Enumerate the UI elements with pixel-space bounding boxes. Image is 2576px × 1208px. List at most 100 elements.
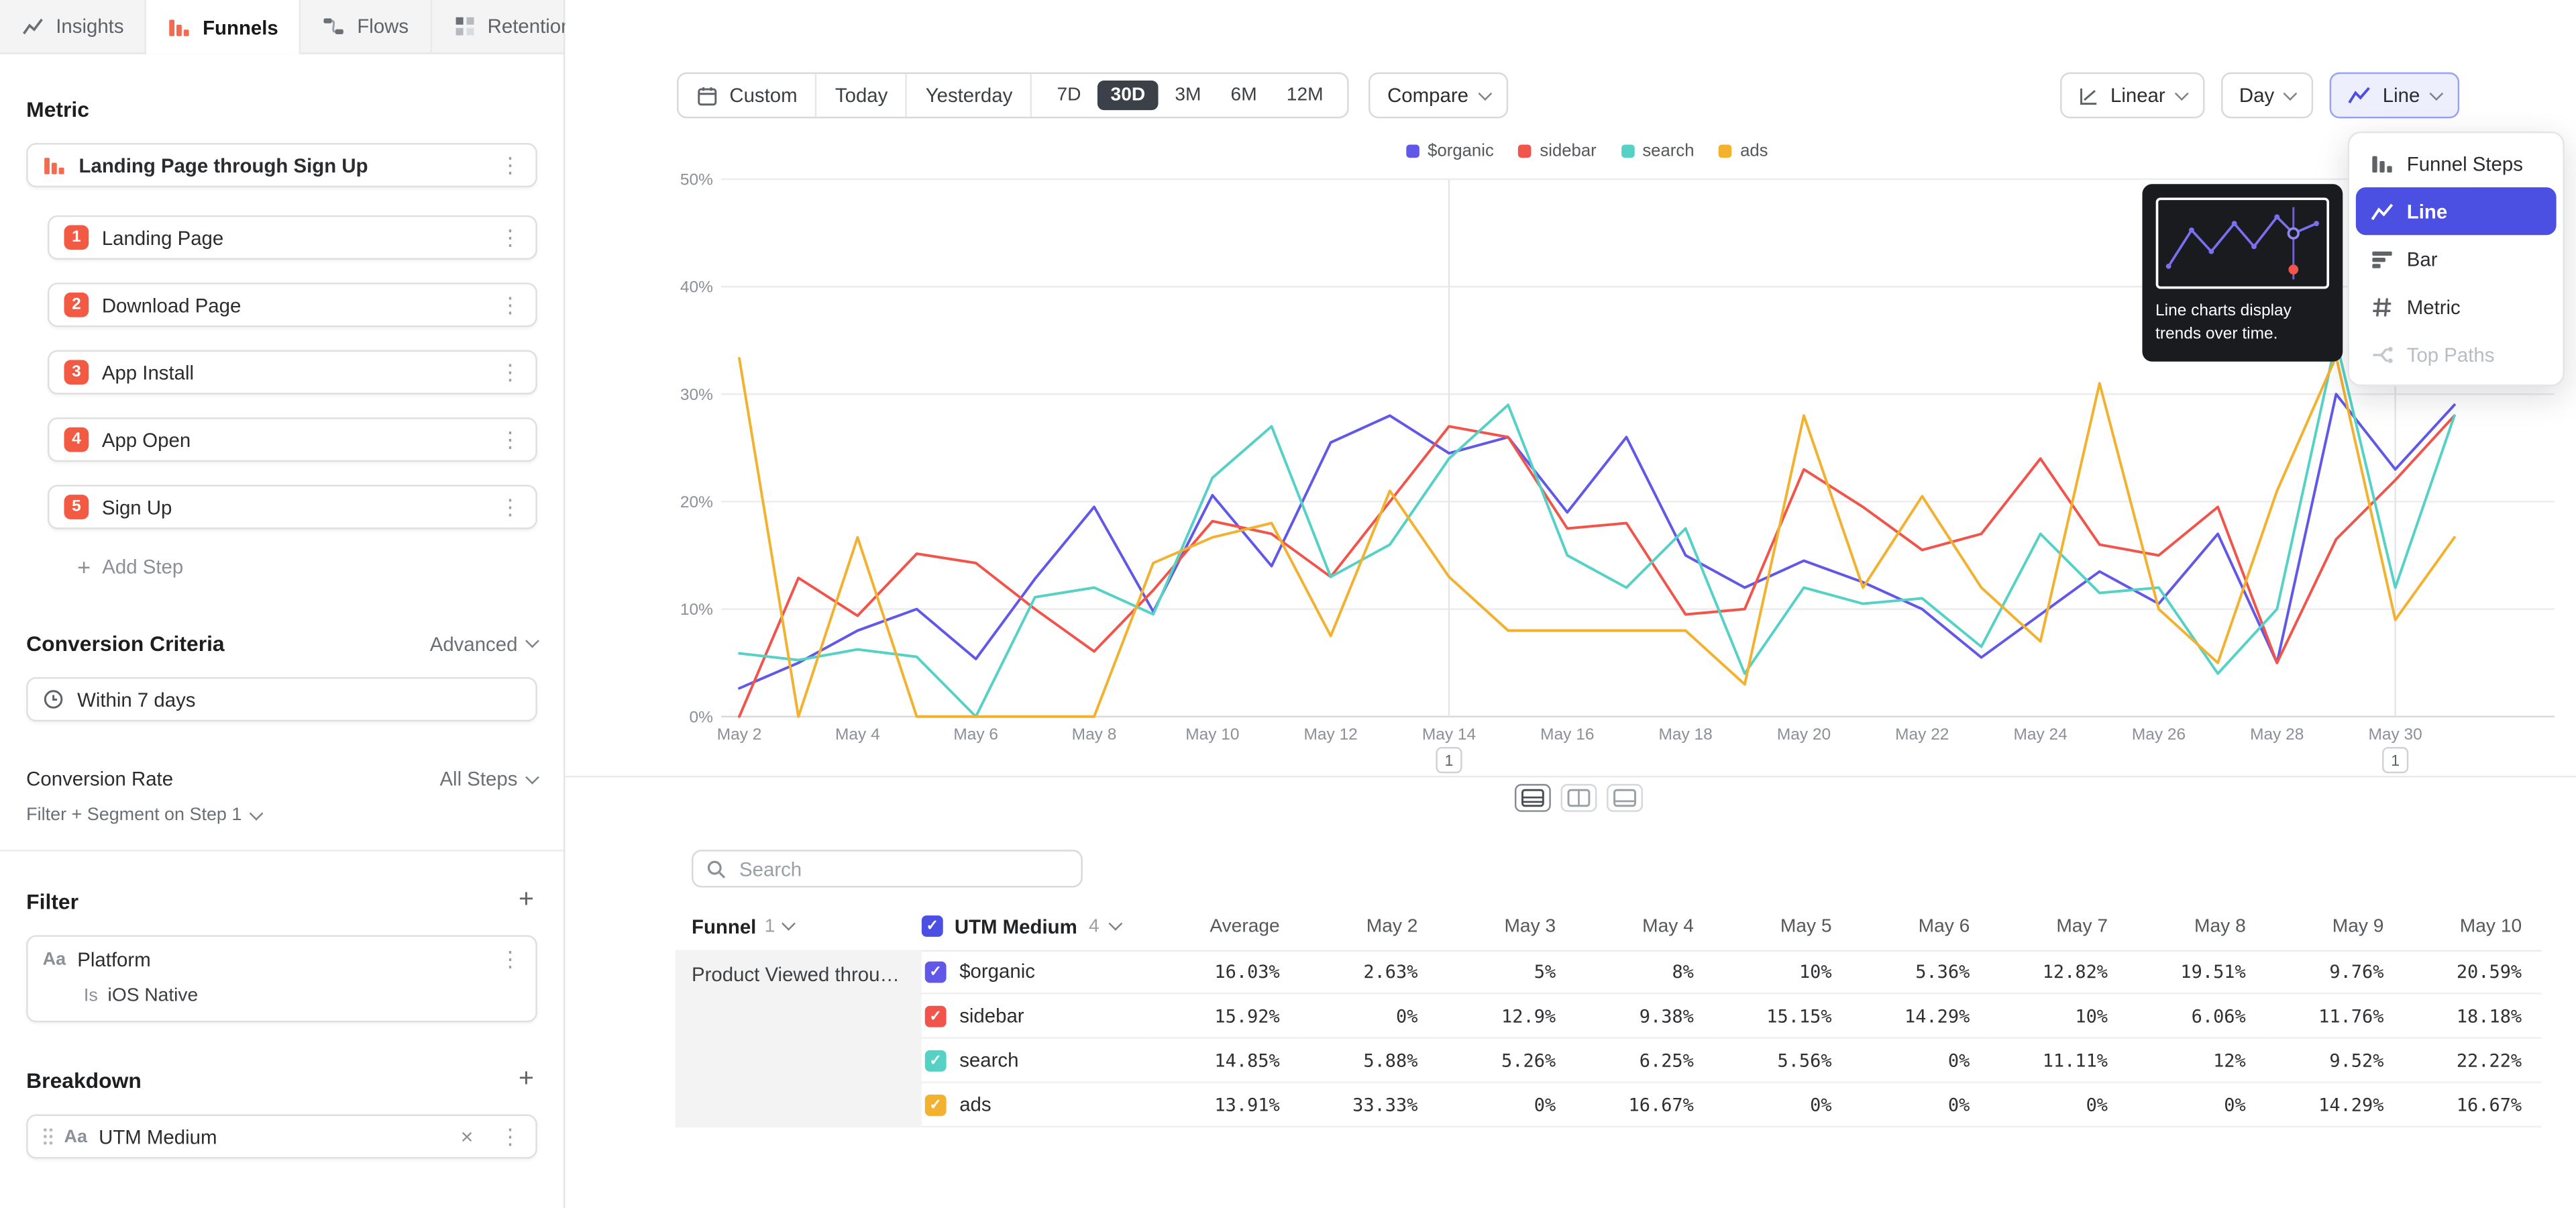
drag-handle-icon[interactable]	[43, 1127, 54, 1146]
legend-item-organic[interactable]: $organic	[1406, 142, 1493, 161]
table-cell: 10%	[1713, 950, 1851, 995]
kebab-menu-icon[interactable]: ⋮	[490, 154, 521, 176]
filter-value[interactable]: iOS Native	[108, 986, 199, 1005]
table-cell: 5.36%	[1851, 950, 1990, 995]
flows-icon	[323, 15, 345, 38]
series-row-sidebar[interactable]: sidebar	[922, 995, 1152, 1039]
funnel-step-5[interactable]: 5Sign Up⋮	[48, 485, 537, 529]
string-type-badge: Aa	[64, 1127, 87, 1146]
kebab-menu-icon[interactable]: ⋮	[490, 497, 521, 518]
funnel-step-4[interactable]: 4App Open⋮	[48, 417, 537, 462]
series-checkbox[interactable]	[925, 1050, 947, 1071]
kebab-menu-icon[interactable]: ⋮	[490, 1126, 521, 1148]
search-input[interactable]	[736, 856, 1068, 882]
table-cell: 6.25%	[1576, 1039, 1714, 1083]
tab-insights[interactable]: Insights	[0, 0, 147, 52]
series-checkbox[interactable]	[925, 1094, 947, 1115]
kebab-menu-icon[interactable]: ⋮	[490, 294, 521, 315]
menu-item-metric[interactable]: Metric	[2356, 283, 2557, 330]
filter-card[interactable]: Aa Platform ⋮ Is iOS Native	[26, 935, 537, 1022]
custom-range-button[interactable]: Custom	[678, 74, 817, 117]
legend-item-sidebar[interactable]: sidebar	[1519, 142, 1597, 161]
funnel-step-3[interactable]: 3 App Install ⋮	[48, 350, 537, 395]
granularity-day-button[interactable]: Day	[2221, 72, 2314, 119]
main-panel: Custom Today Yesterday 7D30D3M6M12M Comp…	[565, 0, 2576, 1208]
filter-segment-dropdown[interactable]: Filter + Segment on Step 1	[26, 805, 537, 825]
table-cell: 9.76%	[2265, 950, 2404, 995]
menu-item-funnel-steps[interactable]: Funnel Steps	[2356, 140, 2557, 187]
chevron-down-icon	[250, 806, 264, 820]
svg-text:May 2: May 2	[717, 725, 762, 744]
compare-button[interactable]: Compare	[1369, 72, 1508, 119]
string-type-badge: Aa	[43, 949, 66, 968]
breakdown-card[interactable]: Aa UTM Medium × ⋮	[26, 1114, 537, 1158]
series-checkbox[interactable]	[925, 1005, 947, 1027]
svg-text:May 28: May 28	[2250, 725, 2304, 744]
series-line-ads[interactable]	[739, 356, 2455, 717]
step-label: App Install	[102, 361, 194, 384]
kebab-menu-icon[interactable]: ⋮	[490, 227, 521, 248]
legend-item-search[interactable]: search	[1621, 142, 1694, 161]
range-6m-chip[interactable]: 6M	[1218, 81, 1270, 110]
today-button[interactable]: Today	[817, 74, 908, 117]
funnel-title-card[interactable]: Landing Page through Sign Up ⋮	[26, 143, 537, 187]
legend-label: sidebar	[1540, 142, 1596, 161]
annotation-badge[interactable]: 1	[2383, 748, 2408, 772]
conversion-window-card[interactable]: Within 7 days	[26, 677, 537, 721]
add-step-button[interactable]: + Add Step	[77, 556, 537, 578]
funnel-group-cell[interactable]: Product Viewed through P...	[676, 950, 922, 1127]
yesterday-button[interactable]: Yesterday	[908, 74, 1032, 117]
series-checkbox[interactable]	[925, 960, 947, 982]
advanced-dropdown[interactable]: Advanced	[430, 632, 537, 655]
annotation-badge[interactable]: 1	[1437, 748, 1462, 772]
day-column-header: May 4	[1576, 916, 1714, 936]
kebab-menu-icon[interactable]: ⋮	[490, 429, 521, 450]
chevron-down-icon	[2175, 86, 2189, 100]
menu-item-label: Line	[2407, 200, 2447, 223]
series-row-organic[interactable]: $organic	[922, 950, 1152, 995]
remove-breakdown-icon[interactable]: ×	[461, 1126, 474, 1148]
layout-split-vertical-button[interactable]	[1561, 784, 1597, 812]
funnel-step-1[interactable]: 1Landing Page⋮	[48, 215, 537, 260]
series-line-sidebar[interactable]	[739, 415, 2455, 716]
chevron-down-icon	[2284, 86, 2298, 100]
table-cell: 0%	[1851, 1039, 1990, 1083]
range-7d-chip[interactable]: 7D	[1044, 81, 1094, 110]
breakdown-column-header[interactable]: UTM Medium 4	[922, 915, 1152, 938]
step-number-badge: 3	[64, 360, 89, 385]
table-cell: 6.06%	[2127, 995, 2265, 1039]
range-3m-chip[interactable]: 3M	[1162, 81, 1214, 110]
add-filter-button[interactable]: +	[515, 887, 537, 913]
chart-type-line-button[interactable]: Line	[2330, 72, 2459, 119]
table-cell: 0%	[1851, 1083, 1990, 1127]
range-30d-chip[interactable]: 30D	[1097, 81, 1159, 110]
day-column-header: May 9	[2265, 916, 2404, 936]
scale-linear-button[interactable]: Linear	[2059, 72, 2204, 119]
series-line-search[interactable]	[739, 340, 2455, 717]
menu-item-label: Metric	[2407, 295, 2461, 318]
chevron-down-icon	[2429, 86, 2443, 100]
add-breakdown-button[interactable]: +	[515, 1066, 537, 1093]
svg-text:1: 1	[2391, 752, 2400, 769]
tab-flows[interactable]: Flows	[301, 0, 431, 52]
legend-item-ads[interactable]: ads	[1719, 142, 1768, 161]
funnel-step-2[interactable]: 2Download Page⋮	[48, 283, 537, 327]
funnel-steps-icon	[2369, 152, 2394, 175]
series-row-search[interactable]: search	[922, 1039, 1152, 1083]
layout-chart-only-button[interactable]	[1607, 784, 1643, 812]
all-steps-dropdown[interactable]: All Steps	[439, 768, 537, 791]
menu-item-bar[interactable]: Bar	[2356, 235, 2557, 283]
utm-medium-checkbox[interactable]	[922, 915, 943, 937]
tab-funnels[interactable]: Funnels	[147, 0, 301, 54]
layout-split-horizontal-button[interactable]	[1515, 784, 1551, 812]
app-window: InsightsFunnelsFlowsRetention Metric Lan…	[0, 0, 2576, 1208]
funnel-column-header[interactable]: Funnel 1	[676, 915, 922, 938]
legend-label: search	[1642, 142, 1694, 161]
kebab-menu-icon[interactable]: ⋮	[490, 948, 521, 970]
kebab-menu-icon[interactable]: ⋮	[490, 362, 521, 383]
series-row-ads[interactable]: ads	[922, 1083, 1152, 1127]
table-cell: 14.29%	[2265, 1083, 2404, 1127]
chevron-down-icon	[781, 917, 795, 931]
menu-item-line[interactable]: Line	[2356, 187, 2557, 235]
range-12m-chip[interactable]: 12M	[1273, 81, 1336, 110]
